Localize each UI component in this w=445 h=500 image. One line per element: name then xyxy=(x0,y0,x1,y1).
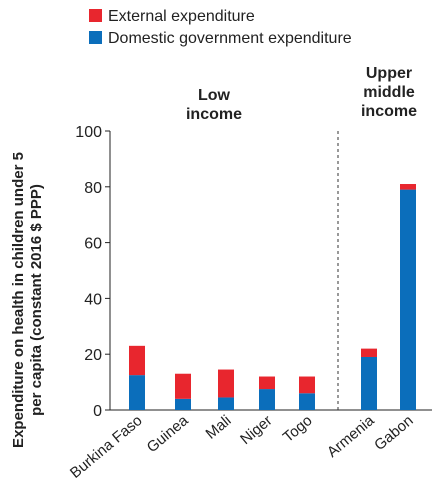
legend-label: Domestic government expenditure xyxy=(108,30,352,47)
bar-segment xyxy=(175,398,191,410)
x-tick-label: Armenia xyxy=(324,412,378,461)
bars xyxy=(129,184,416,410)
x-tick-label: Togo xyxy=(280,412,316,446)
bar-segment xyxy=(299,376,315,394)
group-label: income xyxy=(186,106,242,123)
bar-segment xyxy=(129,345,145,376)
bar-segment xyxy=(361,348,377,357)
legend-swatch xyxy=(89,31,102,44)
bar-segment xyxy=(129,375,145,410)
y-axis-label-line: Expenditure on health in children under … xyxy=(10,152,27,448)
x-tick-label: Guinea xyxy=(144,412,192,457)
y-tick-label: 0 xyxy=(93,403,102,420)
bar-segment xyxy=(218,369,234,398)
y-tick-label: 20 xyxy=(84,347,102,364)
x-tick-label: Niger xyxy=(237,412,275,448)
legend-swatch xyxy=(89,9,102,22)
group-labels: Low income Upper middle income xyxy=(186,65,417,123)
y-tick-label: 60 xyxy=(84,236,102,253)
bar-segment xyxy=(175,373,191,399)
bar-segment xyxy=(218,397,234,410)
group-label: Upper xyxy=(366,65,412,82)
legend: External expenditure Domestic government … xyxy=(89,8,352,47)
bar-segment xyxy=(259,389,275,410)
y-axis-label-line: per capita (constant 2016 $ PPP) xyxy=(28,184,45,416)
y-axis-label: Expenditure on health in children under … xyxy=(10,152,45,448)
legend-label: External expenditure xyxy=(108,8,255,25)
bar-segment xyxy=(259,376,275,390)
y-tick-label: 80 xyxy=(84,180,102,197)
y-tick-label: 100 xyxy=(75,124,102,141)
x-tick-label: Mali xyxy=(203,412,235,443)
bar-segment xyxy=(361,356,377,410)
bar-segment xyxy=(299,393,315,410)
group-label: income xyxy=(361,103,417,120)
group-label: Low xyxy=(198,87,231,104)
x-tick-label: Burkina Faso xyxy=(67,412,146,482)
bar-segment xyxy=(400,184,416,190)
axes: 0 20 40 60 80 100 xyxy=(75,124,432,420)
group-label: middle xyxy=(363,84,415,101)
y-tick-label: 40 xyxy=(84,291,102,308)
x-tick-label: Gabon xyxy=(371,412,416,454)
bar-segment xyxy=(400,189,416,410)
